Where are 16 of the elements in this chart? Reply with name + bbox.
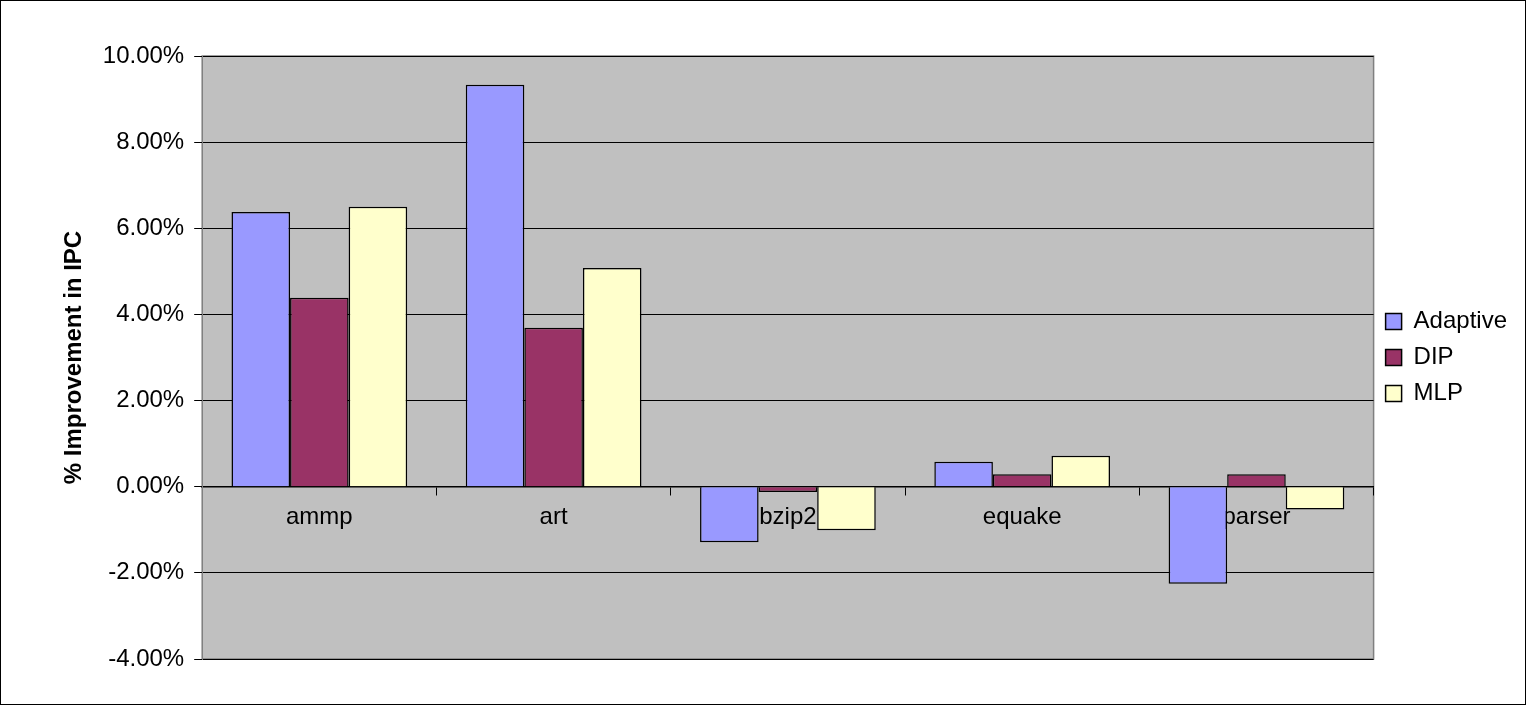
y-tick-label: 4.00% <box>116 299 185 327</box>
x-tick-label: bzip2 <box>759 501 817 529</box>
x-tick-label: equake <box>982 501 1062 529</box>
y-tick-label: 0.00% <box>116 471 185 499</box>
x-tick-label: art <box>539 501 568 529</box>
y-tick-label: -4.00% <box>108 643 185 671</box>
x-tick-label: ammp <box>285 501 353 529</box>
y-tick-label: -2.00% <box>108 557 185 585</box>
y-tick-label: 8.00% <box>116 126 185 154</box>
legend-label: DIP <box>1413 342 1454 370</box>
y-tick-label: 6.00% <box>116 212 185 240</box>
y-tick-label: 10.00% <box>102 40 185 68</box>
legend-label: Adaptive <box>1413 306 1508 334</box>
y-tick-label: 2.00% <box>116 385 185 413</box>
legend-label: MLP <box>1413 378 1463 406</box>
y-axis-title: % Improvement in IPC <box>59 230 87 485</box>
